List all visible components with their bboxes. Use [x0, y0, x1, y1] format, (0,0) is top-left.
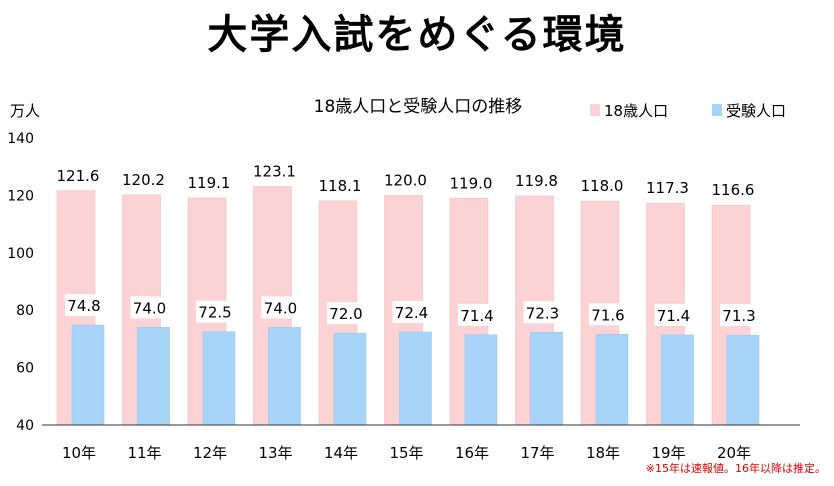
data-label-bg [720, 304, 758, 327]
legend-label-series2: 受験人口 [726, 102, 786, 120]
data-label-series2: 71.4 [657, 307, 690, 325]
data-label-series2: 74.0 [264, 299, 297, 317]
x-tick-label: 13年 [258, 444, 292, 462]
bar-series2 [202, 331, 236, 426]
bars: 121.6 74.8 120.2 74.0 119.1 72.5 123.1 74.0 118.… [57, 163, 760, 426]
y-tick-label: 80 [16, 303, 34, 319]
y-axis-label: 万人 [10, 102, 40, 120]
data-label-bg [523, 301, 562, 324]
data-label-series2: 71.6 [591, 306, 624, 324]
data-label-series2: 72.4 [395, 304, 428, 322]
data-label-bg [654, 303, 693, 326]
bar-series2 [661, 334, 694, 426]
data-label-series2: 72.3 [526, 304, 559, 322]
data-label-series1: 116.6 [712, 181, 755, 199]
bar-series2 [268, 327, 301, 426]
bar-series2 [137, 327, 170, 426]
bar-series2 [399, 331, 432, 426]
x-tick-label: 12年 [193, 444, 227, 462]
data-label-series1: 120.2 [122, 171, 165, 189]
data-label-bg [327, 302, 365, 325]
data-label-bg [589, 303, 627, 326]
legend-swatch-series1 [590, 104, 600, 116]
data-label-series1: 119.1 [188, 174, 231, 192]
data-label-series2: 71.3 [722, 307, 755, 325]
x-tick-label: 17年 [520, 444, 554, 462]
legend: 18歳人口 受験人口 [590, 102, 786, 120]
data-label-bg [392, 301, 431, 324]
y-tick-label: 140 [7, 131, 34, 147]
legend-swatch-series2 [712, 104, 722, 116]
data-label-bg [458, 303, 496, 326]
data-label-series2: 72.0 [329, 305, 362, 323]
data-label-bg [130, 296, 169, 319]
data-label-bg [65, 294, 103, 317]
x-tick-label: 19年 [651, 444, 685, 462]
x-tick-label: 16年 [455, 444, 489, 462]
data-label-series1: 123.1 [253, 163, 296, 181]
bar-series2 [464, 334, 498, 426]
data-label-series2: 74.8 [67, 297, 100, 315]
x-tick-label: 15年 [389, 444, 423, 462]
legend-label-series1: 18歳人口 [604, 102, 668, 120]
data-label-series2: 71.4 [460, 307, 493, 325]
x-tick-label: 14年 [324, 444, 358, 462]
data-label-series1: 118.1 [319, 177, 362, 195]
data-label-series2: 72.5 [198, 304, 231, 322]
data-label-series1: 121.6 [57, 167, 100, 185]
bar-series2 [595, 334, 629, 426]
page-title: 大学入試をめぐる環境 [207, 12, 627, 58]
x-tick-label: 10年 [62, 444, 96, 462]
y-tick-label: 100 [7, 246, 34, 262]
bar-series2 [530, 332, 563, 426]
data-label-series2: 74.0 [133, 299, 166, 317]
x-axis: 10年 11年 12年 13年 14年 15年 16年 17年 18年 19年 20年 [62, 444, 751, 462]
data-label-series1: 117.3 [646, 179, 689, 197]
data-label-series1: 119.8 [515, 172, 558, 190]
bar-series2 [71, 324, 105, 426]
chart-title: 18歳人口と受験人口の推移 [314, 97, 523, 117]
data-label-bg [196, 300, 234, 323]
data-label-series1: 118.0 [581, 177, 624, 195]
data-label-series1: 119.0 [450, 174, 493, 192]
bar-series2 [333, 332, 367, 426]
y-tick-label: 120 [7, 188, 34, 204]
y-tick-label: 60 [16, 361, 34, 377]
x-tick-label: 20年 [717, 444, 751, 462]
footnote: ※15年は速報値。16年以降は推定。 [645, 462, 826, 475]
bar-series2 [726, 334, 760, 426]
y-tick-label: 40 [16, 418, 34, 434]
data-label-series1: 120.0 [384, 171, 427, 189]
data-label-bg [261, 296, 300, 319]
y-axis: 40 60 80 100 120 140 [7, 131, 34, 434]
x-tick-label: 11年 [127, 444, 161, 462]
x-tick-label: 18年 [586, 444, 620, 462]
